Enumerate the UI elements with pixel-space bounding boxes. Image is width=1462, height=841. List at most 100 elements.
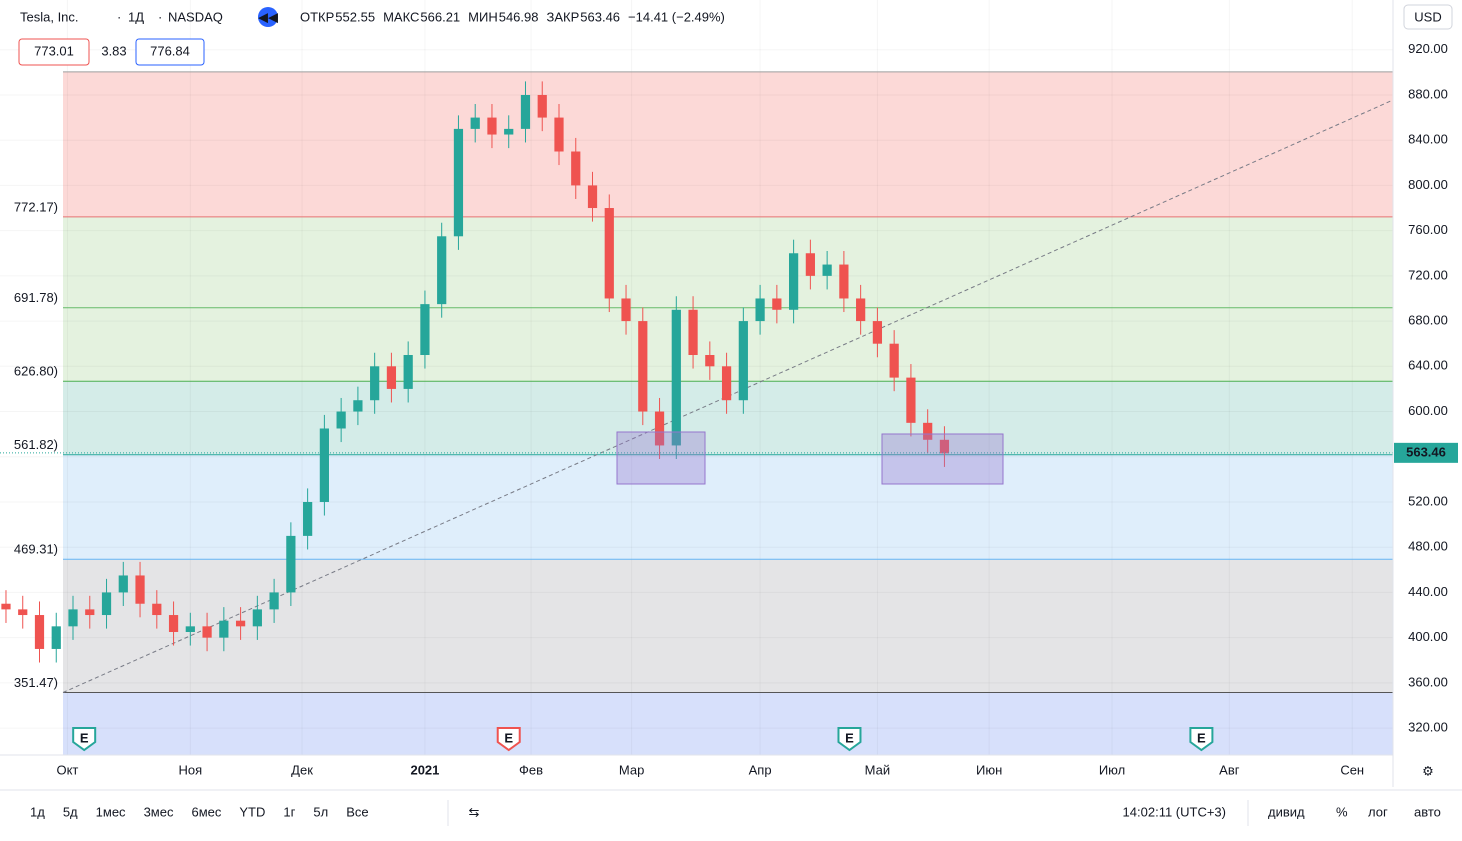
candle-body bbox=[721, 366, 732, 401]
earnings-marker[interactable] bbox=[1189, 727, 1214, 752]
candle-body bbox=[269, 592, 279, 610]
y-tick-label: 880.00 bbox=[1408, 86, 1448, 101]
y-tick-label: 520.00 bbox=[1408, 493, 1448, 508]
candle-body bbox=[839, 264, 849, 299]
candle-body bbox=[504, 128, 514, 135]
candle-body bbox=[487, 117, 497, 135]
candle-body bbox=[319, 428, 329, 502]
candle-body bbox=[420, 304, 430, 356]
range-button[interactable]: 1г bbox=[283, 804, 295, 819]
candle-body bbox=[185, 626, 195, 632]
candle-body bbox=[470, 117, 480, 129]
candle-body bbox=[638, 321, 648, 412]
earnings-marker[interactable] bbox=[72, 727, 97, 752]
candle-body bbox=[671, 309, 681, 446]
ruler-diff: 3.83 bbox=[101, 43, 126, 58]
range-button[interactable]: 3мес bbox=[144, 804, 174, 819]
candle-body bbox=[453, 128, 464, 237]
highlight-box bbox=[616, 431, 706, 485]
range-button[interactable]: Все bbox=[346, 804, 368, 819]
earnings-label: E bbox=[80, 730, 89, 745]
candle-body bbox=[571, 151, 581, 186]
ohlc-label: МИН bbox=[468, 9, 498, 24]
candle-body bbox=[135, 575, 145, 604]
separator: · bbox=[158, 9, 162, 24]
earnings-marker[interactable] bbox=[837, 727, 862, 752]
separator: · bbox=[117, 9, 121, 24]
ruler-right: 776.84 bbox=[150, 43, 190, 58]
y-tick-label: 600.00 bbox=[1408, 403, 1448, 418]
candle-body bbox=[805, 253, 815, 276]
candle-body bbox=[789, 253, 799, 310]
range-button[interactable]: 1мес bbox=[96, 804, 126, 819]
fib-band bbox=[63, 692, 1393, 755]
range-button[interactable]: 5л bbox=[313, 804, 328, 819]
ohlc-value: 566.21 bbox=[420, 9, 460, 24]
x-tick-label: Май bbox=[865, 762, 890, 777]
candle-body bbox=[604, 208, 614, 299]
ohlc-value: 546.98 bbox=[499, 9, 539, 24]
x-tick-label: Сен bbox=[1340, 762, 1364, 777]
fib-label: 351.47) bbox=[14, 675, 58, 690]
candle-body bbox=[18, 609, 28, 616]
candle-body bbox=[537, 94, 547, 118]
ruler-left: 773.01 bbox=[34, 43, 74, 58]
fib-band bbox=[63, 71, 1393, 217]
x-tick-label: Дек bbox=[291, 762, 313, 777]
interval[interactable]: 1Д bbox=[128, 9, 144, 24]
y-tick-label: 680.00 bbox=[1408, 313, 1448, 328]
fib-label: 469.31) bbox=[14, 542, 58, 557]
y-tick-label: 720.00 bbox=[1408, 267, 1448, 282]
option-button[interactable]: дивид bbox=[1268, 804, 1305, 819]
candle-body bbox=[654, 411, 665, 446]
y-tick-label: 800.00 bbox=[1408, 177, 1448, 192]
candle-body bbox=[219, 620, 229, 638]
range-button[interactable]: 1д bbox=[30, 804, 45, 819]
fib-label: 772.17) bbox=[14, 199, 58, 214]
candle-body bbox=[939, 439, 950, 454]
ohlc-label: ОТКР bbox=[300, 9, 334, 24]
option-button[interactable]: авто bbox=[1414, 804, 1441, 819]
symbol[interactable]: Tesla, Inc. bbox=[20, 9, 79, 24]
candle-body bbox=[1, 603, 11, 610]
earnings-marker[interactable] bbox=[496, 727, 521, 752]
candle-body bbox=[520, 94, 531, 129]
earnings-label: E bbox=[845, 730, 854, 745]
y-tick-label: 440.00 bbox=[1408, 584, 1448, 599]
candle-body bbox=[923, 422, 933, 440]
x-tick-label: Авг bbox=[1219, 762, 1240, 777]
range-button[interactable]: 6мес bbox=[191, 804, 221, 819]
exchange: NASDAQ bbox=[168, 9, 223, 24]
option-button[interactable]: лог bbox=[1368, 804, 1388, 819]
settings-icon[interactable]: ⚙ bbox=[1422, 763, 1434, 778]
candle-body bbox=[68, 609, 78, 627]
fib-band bbox=[63, 216, 1393, 308]
y-tick-label: 400.00 bbox=[1408, 629, 1448, 644]
change: −14.41 (−2.49%) bbox=[628, 9, 725, 24]
candle-body bbox=[202, 626, 212, 638]
range-button[interactable]: 5д bbox=[63, 804, 78, 819]
y-tick-label: 480.00 bbox=[1408, 539, 1448, 554]
candle-body bbox=[688, 309, 698, 356]
candle-body bbox=[872, 321, 883, 344]
candle-body bbox=[403, 355, 413, 389]
candle-body bbox=[386, 366, 397, 389]
ohlc-value: 552.55 bbox=[335, 9, 375, 24]
replay-button[interactable] bbox=[258, 7, 278, 27]
fib-label: 691.78) bbox=[14, 290, 58, 305]
x-tick-label: Июл bbox=[1099, 762, 1125, 777]
replay-icon: ◀◀ bbox=[258, 9, 278, 24]
range-button[interactable]: YTD bbox=[239, 804, 265, 819]
option-button[interactable]: % bbox=[1336, 804, 1348, 819]
highlight-box bbox=[881, 433, 1004, 485]
last-price-box bbox=[1394, 442, 1458, 463]
last-price-label: 563.46 bbox=[1406, 444, 1446, 459]
candle-body bbox=[755, 298, 765, 322]
ruler-right-box bbox=[135, 38, 205, 66]
ohlc-value: 563.46 bbox=[580, 9, 620, 24]
fib-band bbox=[63, 559, 1393, 693]
currency-button[interactable] bbox=[1403, 4, 1453, 30]
date-range-icon[interactable]: ⇆ bbox=[469, 804, 480, 819]
x-tick-label: 2021 bbox=[410, 762, 439, 777]
